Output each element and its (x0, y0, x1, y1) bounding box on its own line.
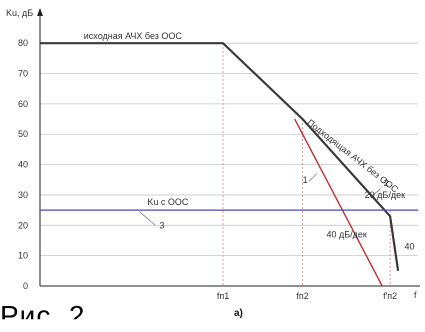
y-tick-label: 30 (18, 190, 28, 200)
x-tick-label: f'п2 (383, 291, 397, 301)
y-tick-label: 10 (18, 251, 28, 261)
series-line (40, 42, 400, 271)
label-curve-2: 2 (384, 178, 389, 188)
label-slope-40: 40 дБ/дек (326, 229, 366, 239)
y-tick-label: 70 (18, 69, 28, 79)
figure-caption: a) (234, 308, 243, 319)
x-axis-label: f (414, 290, 417, 300)
y-tick-label: 80 (18, 38, 28, 48)
y-axis-label: Ku, дБ (6, 8, 33, 18)
y-tick-label: 50 (18, 129, 28, 139)
label-curve-1: 1 (303, 175, 308, 185)
x-tick-label: fп1 (217, 291, 229, 301)
leader-3 (139, 211, 156, 226)
series-line (294, 118, 383, 287)
y-tick-label: 40 (18, 160, 28, 170)
chart-svg: 0 10 20 30 40 50 60 70 80 Ku, дБ f fп1 fп2 f'п2 исходн… (6, 8, 420, 301)
label-slope-20: 20 дБ/дек (365, 190, 405, 200)
label-slope-40-right: 40 (404, 242, 414, 252)
label-line-3: 3 (159, 220, 164, 230)
x-tick-label: fп2 (296, 291, 308, 301)
label-feedback: Ku с ООС (147, 197, 189, 207)
cut-heading: Рис. 2 (0, 300, 86, 331)
chart-area: 0 10 20 30 40 50 60 70 80 Ku, дБ f fп1 fп2 f'п2 исходн… (6, 8, 420, 301)
y-tick-label: 20 (18, 220, 28, 230)
leader-2 (370, 188, 381, 197)
label-original-curve: исходная АЧХ без ООС (84, 31, 183, 41)
y-tick-label: 0 (23, 281, 28, 291)
y-axis-arrow (37, 8, 43, 16)
y-tick-label: 60 (18, 99, 28, 109)
leader-1 (308, 173, 318, 182)
